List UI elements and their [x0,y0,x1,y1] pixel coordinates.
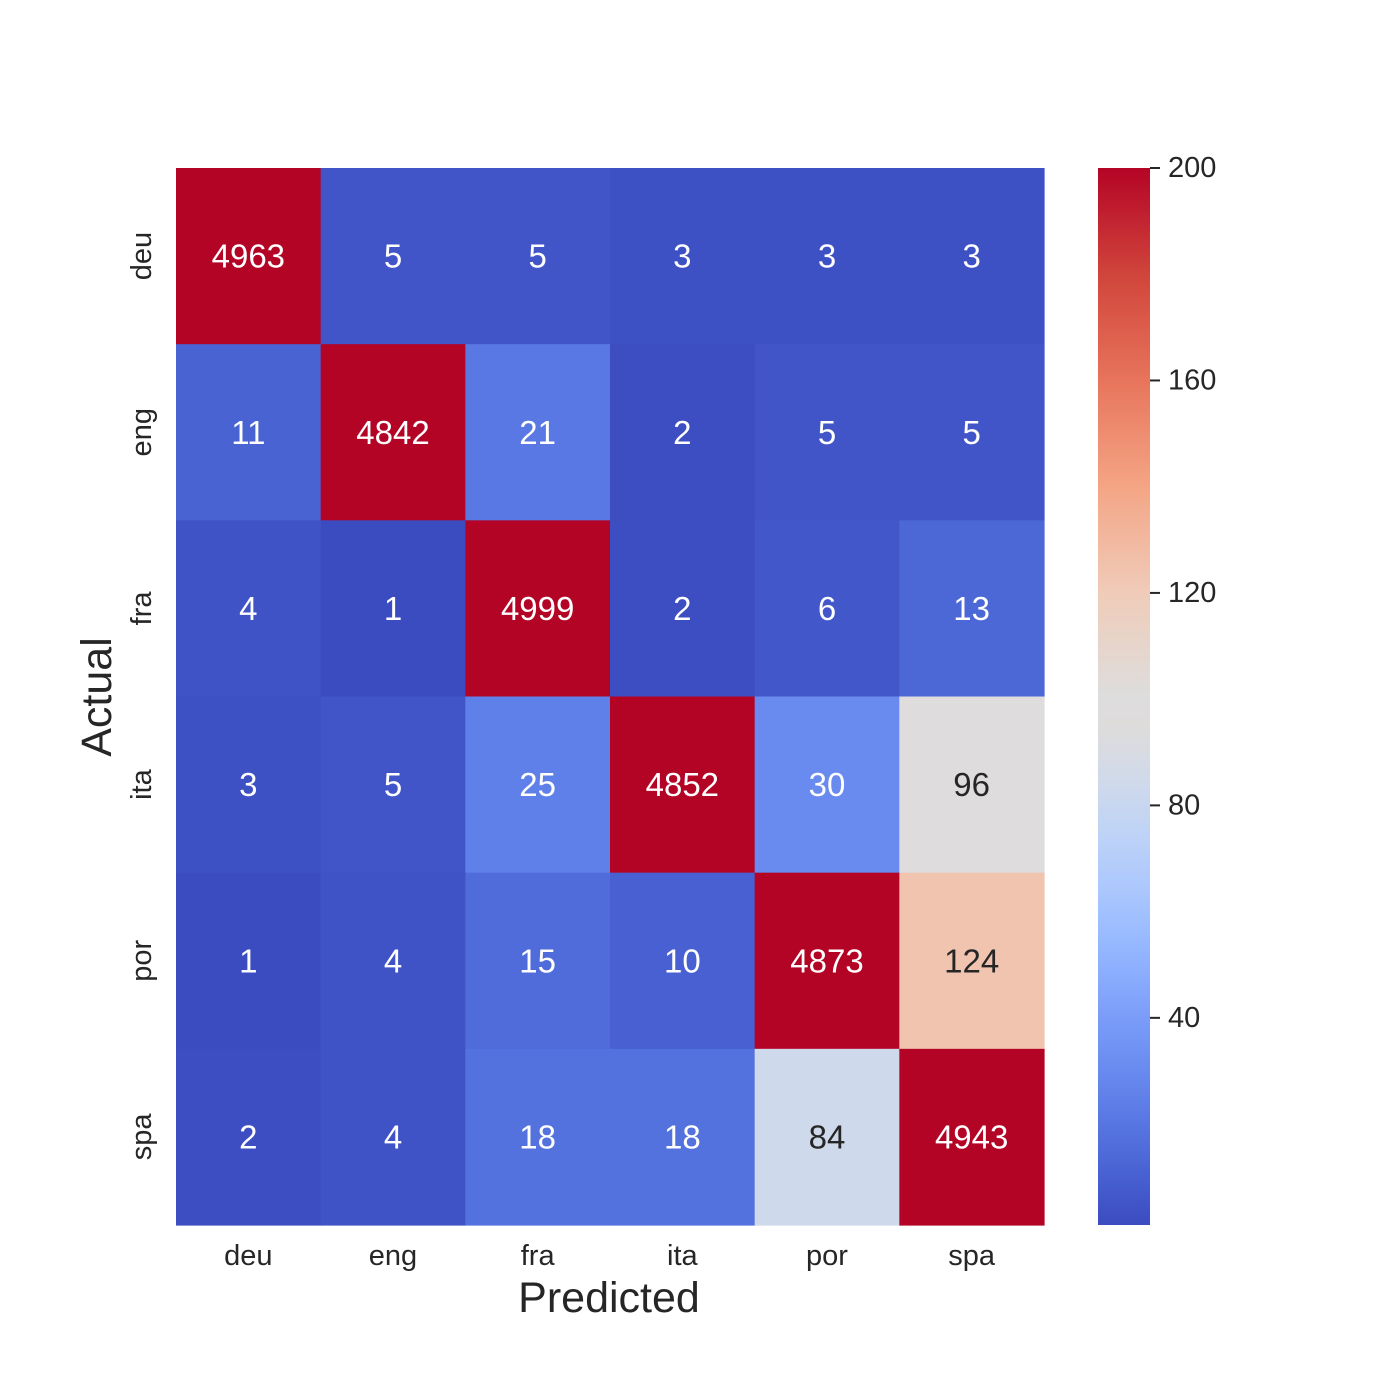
cell-value-spa-ita: 18 [664,1118,701,1155]
cell-ita-deu [176,696,322,874]
cell-deu-por [754,168,900,345]
cell-value-spa-por: 84 [809,1118,846,1155]
cell-por-fra [465,872,611,1050]
x-axis-title: Predicted [518,1274,700,1322]
cell-value-ita-deu: 3 [239,766,257,803]
cell-por-ita [610,872,756,1050]
colorbar-tick-label-40: 40 [1168,1002,1200,1034]
cell-value-fra-eng: 1 [384,590,402,627]
cell-value-ita-eng: 5 [384,766,402,803]
cell-value-ita-por: 30 [809,766,846,803]
colorbar-tick-label-80: 80 [1168,789,1200,821]
y-axis-ticks: deu eng fra ita por spa [126,232,158,1160]
cell-spa-deu [176,1048,322,1226]
cell-eng-por [754,344,900,521]
cell-eng-spa [899,344,1045,521]
cell-eng-eng [320,344,466,521]
x-tick-fra: fra [521,1240,556,1272]
heatmap-cells [176,168,1045,1226]
cell-value-eng-eng: 4842 [356,414,429,451]
cell-value-por-eng: 4 [384,942,402,979]
cell-value-ita-fra: 25 [519,766,556,803]
cell-value-fra-fra: 4999 [501,590,574,627]
x-tick-ita: ita [667,1240,699,1272]
cell-value-fra-spa: 13 [953,590,990,627]
cell-value-por-por: 4873 [790,942,863,979]
cell-fra-deu [176,520,322,698]
cell-value-fra-deu: 4 [239,590,257,627]
cell-ita-por [754,696,900,874]
y-tick-ita: ita [126,768,158,800]
cell-deu-ita [610,168,756,345]
x-tick-deu: deu [224,1240,272,1272]
cell-value-eng-fra: 21 [519,414,556,451]
cell-deu-spa [899,168,1045,345]
cell-eng-deu [176,344,322,521]
cell-value-spa-spa: 4943 [935,1118,1008,1155]
cell-por-eng [320,872,466,1050]
heatmap-cell-labels: 4963 5 5 3 3 311 4842 21 2 5 54 1 4999 2 6 133 5 25 4852 30… [212,238,1009,1156]
cell-por-deu [176,872,322,1050]
cell-value-spa-fra: 18 [519,1118,556,1155]
cell-value-eng-spa: 5 [962,414,980,451]
y-tick-spa: spa [126,1113,158,1161]
cell-por-spa [899,872,1045,1050]
cell-value-por-ita: 10 [664,942,701,979]
x-axis-ticks: deu eng fra ita por spa [224,1240,996,1272]
y-tick-eng: eng [126,408,158,456]
cell-fra-spa [899,520,1045,698]
x-tick-spa: spa [948,1240,996,1272]
cell-value-deu-fra: 5 [528,238,546,275]
cell-fra-ita [610,520,756,698]
y-tick-por: por [126,939,158,981]
cell-spa-ita [610,1048,756,1226]
colorbar [1098,168,1150,1225]
cell-deu-fra [465,168,611,345]
x-tick-por: por [806,1240,848,1272]
cell-value-deu-eng: 5 [384,238,402,275]
cell-value-fra-ita: 2 [673,590,691,627]
cell-value-spa-eng: 4 [384,1118,402,1155]
colorbar-tick-label-160: 160 [1168,364,1216,396]
cell-spa-spa [899,1048,1045,1226]
cell-eng-fra [465,344,611,521]
y-tick-fra: fra [126,591,158,626]
cell-value-fra-por: 6 [818,590,836,627]
colorbar-ticks: 40 80 120 160 200 [1150,152,1216,1034]
cell-spa-eng [320,1048,466,1226]
cell-spa-por [754,1048,900,1226]
cell-fra-fra [465,520,611,698]
cell-ita-eng [320,696,466,874]
x-tick-eng: eng [369,1240,417,1272]
cell-value-por-deu: 1 [239,942,257,979]
cell-value-por-spa: 124 [944,942,999,979]
cell-value-deu-por: 3 [818,238,836,275]
cell-spa-fra [465,1048,611,1226]
cell-ita-fra [465,696,611,874]
cell-value-ita-spa: 96 [953,766,990,803]
cell-value-ita-ita: 4852 [646,766,719,803]
cell-value-eng-por: 5 [818,414,836,451]
cell-fra-por [754,520,900,698]
cell-deu-deu [176,168,322,345]
colorbar-tick-label-200: 200 [1168,152,1216,184]
cell-deu-eng [320,168,466,345]
y-axis-title: Actual [73,637,121,757]
cell-por-por [754,872,900,1050]
cell-fra-eng [320,520,466,698]
cell-value-por-fra: 15 [519,942,556,979]
cell-value-eng-deu: 11 [231,414,265,451]
cell-value-spa-deu: 2 [239,1118,257,1155]
cell-value-eng-ita: 2 [673,414,691,451]
cell-value-deu-spa: 3 [962,238,980,275]
cell-value-deu-ita: 3 [673,238,691,275]
y-tick-deu: deu [126,232,158,280]
cell-ita-ita [610,696,756,874]
cell-eng-ita [610,344,756,521]
cell-value-deu-deu: 4963 [212,238,285,275]
cell-ita-spa [899,696,1045,874]
colorbar-tick-label-120: 120 [1168,577,1216,609]
